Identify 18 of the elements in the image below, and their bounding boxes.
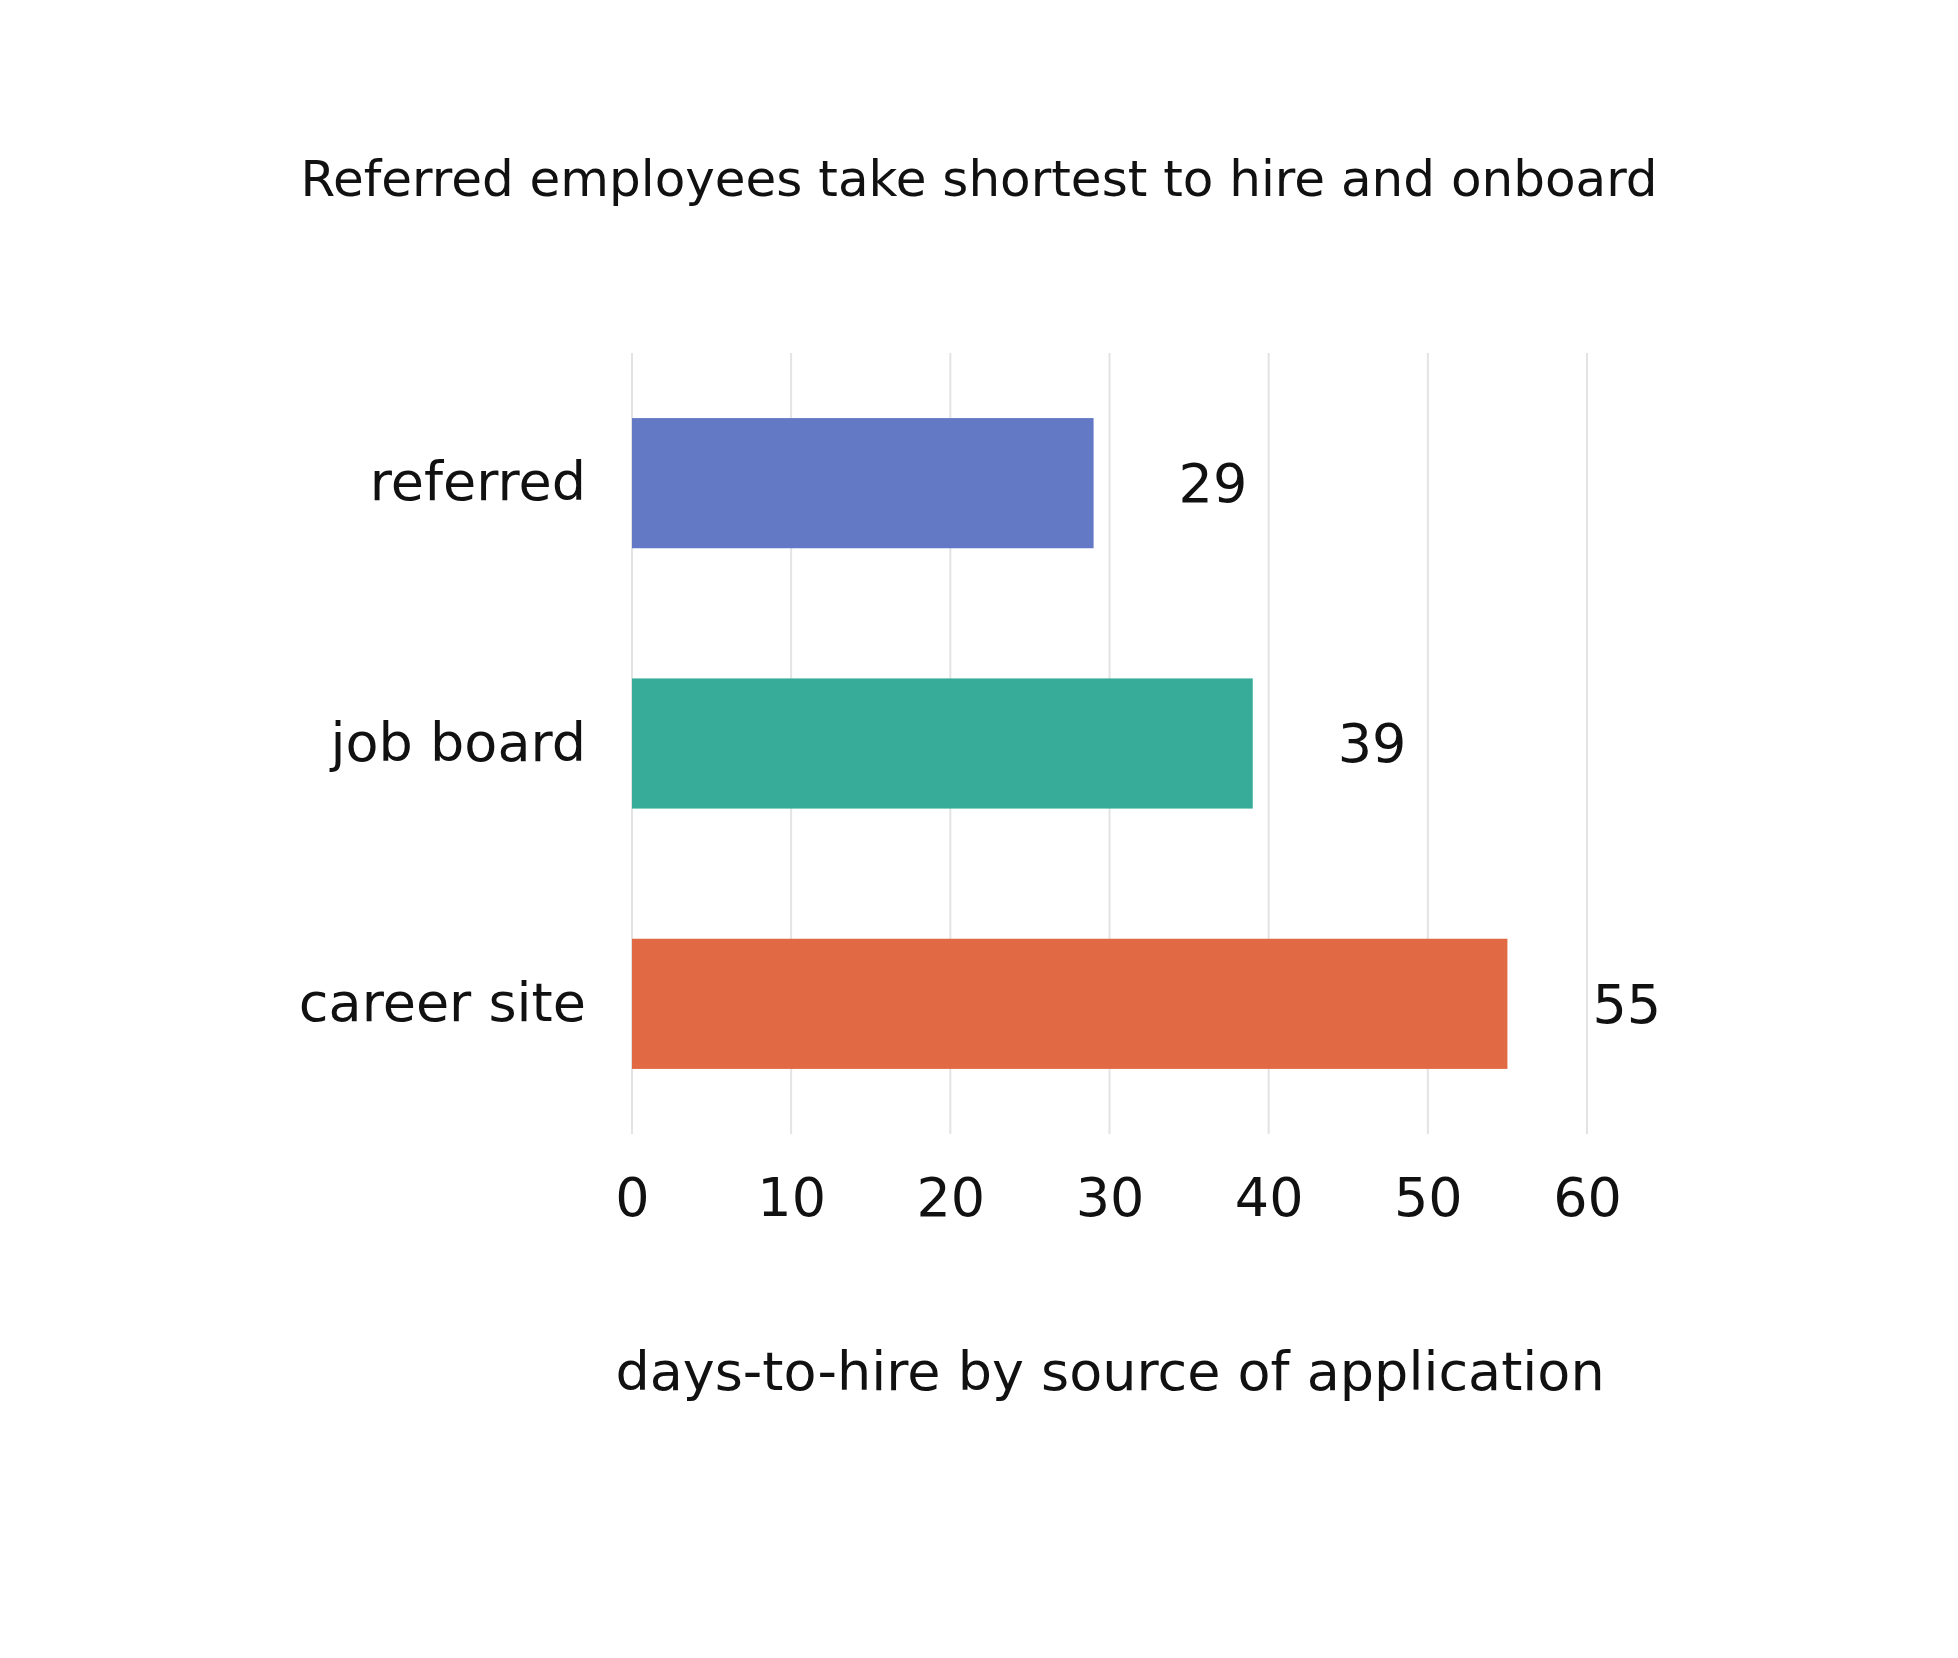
y-tick-label: career site bbox=[298, 971, 586, 1035]
bar bbox=[632, 418, 1094, 549]
bar bbox=[632, 938, 1508, 1069]
data-label: 55 bbox=[1592, 972, 1662, 1036]
data-label: 29 bbox=[1178, 452, 1248, 516]
x-axis-title: days-to-hire by source of application bbox=[615, 1340, 1605, 1403]
x-tick-label: 0 bbox=[615, 1166, 650, 1230]
data-label: 39 bbox=[1337, 712, 1407, 776]
x-tick-label: 40 bbox=[1234, 1166, 1304, 1230]
x-tick-label: 10 bbox=[757, 1166, 827, 1230]
x-tick-label: 20 bbox=[916, 1166, 986, 1230]
y-tick-label: job board bbox=[329, 710, 586, 774]
y-tick-label: referred bbox=[369, 450, 586, 514]
chart-title: Referred employees take shortest to hire and onboard bbox=[300, 150, 1658, 208]
x-tick-label: 60 bbox=[1553, 1166, 1622, 1230]
x-tick-label: 50 bbox=[1393, 1166, 1463, 1230]
x-tick-label: 30 bbox=[1075, 1166, 1145, 1230]
bar bbox=[632, 678, 1253, 809]
